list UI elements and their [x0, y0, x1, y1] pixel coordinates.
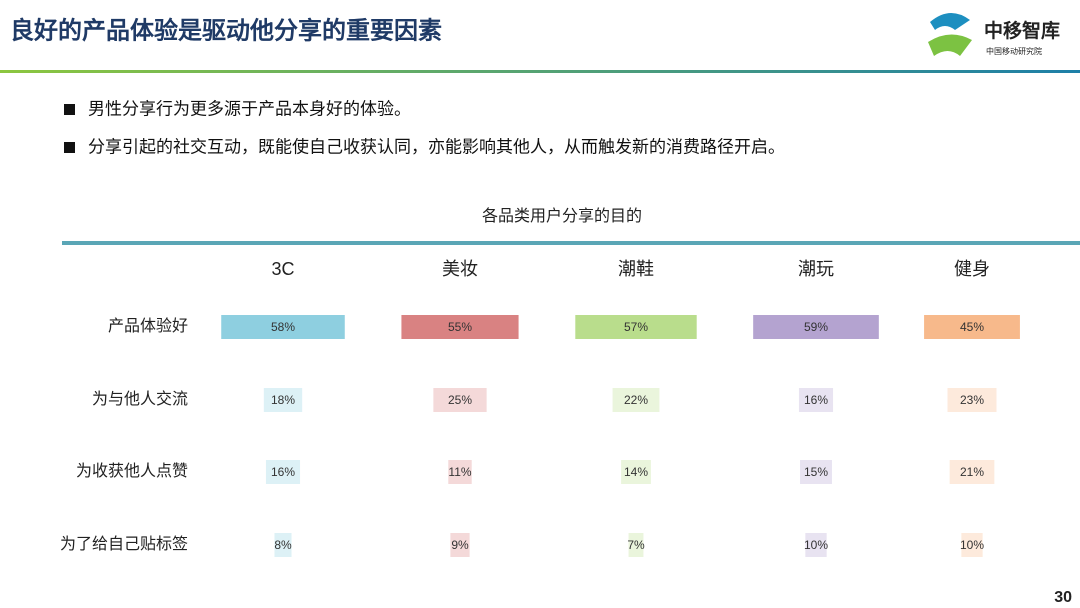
row-label: 为与他人交流 — [92, 390, 188, 408]
logo-icon — [930, 12, 970, 30]
bar — [753, 315, 879, 339]
logo-text: 中移智库 — [984, 19, 1060, 42]
bar — [274, 533, 292, 557]
value-label: 45% — [960, 320, 984, 334]
page-number: 30 — [1054, 589, 1072, 606]
value-label: 10% — [960, 538, 984, 552]
value-label: 10% — [804, 538, 828, 552]
bar — [265, 460, 301, 484]
column-header: 潮鞋 — [618, 259, 654, 279]
value-label: 58% — [271, 320, 295, 334]
value-label: 55% — [448, 320, 472, 334]
bar — [949, 460, 995, 484]
bar — [433, 388, 487, 412]
bar — [800, 460, 832, 484]
value-label: 14% — [624, 465, 648, 479]
value-label: 16% — [804, 393, 828, 407]
bar — [221, 315, 345, 339]
value-label: 7% — [627, 538, 645, 552]
bar — [401, 315, 519, 339]
value-label: 22% — [624, 393, 648, 407]
bar — [924, 315, 1020, 339]
value-label: 25% — [448, 393, 472, 407]
value-label: 23% — [960, 393, 984, 407]
bar — [450, 533, 470, 557]
row-label: 产品体验好 — [108, 317, 188, 335]
row-label: 为了给自己贴标签 — [60, 535, 188, 553]
column-header: 健身 — [954, 259, 990, 279]
bar — [961, 533, 983, 557]
value-label: 21% — [960, 465, 984, 479]
bar — [263, 388, 303, 412]
value-label: 8% — [274, 538, 292, 552]
bullet-square — [64, 142, 75, 153]
chart-line — [62, 241, 1080, 245]
bar — [628, 533, 644, 557]
column-header: 潮玩 — [798, 259, 834, 279]
bar — [805, 533, 827, 557]
row-label: 为收获他人点赞 — [76, 462, 188, 480]
value-label: 11% — [448, 465, 471, 479]
logo-icon — [928, 34, 972, 56]
value-label: 9% — [451, 538, 469, 552]
value-label: 18% — [271, 393, 295, 407]
bar — [621, 460, 651, 484]
bullet-text: 男性分享行为更多源于产品本身好的体验。 — [88, 99, 411, 118]
header-line — [0, 70, 1080, 73]
column-header: 美妆 — [442, 259, 478, 279]
bar — [448, 460, 472, 484]
bar — [798, 388, 834, 412]
value-label: 59% — [804, 320, 828, 334]
column-header: 3C — [271, 259, 294, 279]
slide-title: 良好的产品体验是驱动他分享的重要因素 — [10, 16, 442, 44]
value-label: 57% — [624, 320, 648, 334]
logo-subtext: 中国移动研究院 — [986, 46, 1042, 56]
chart-title: 各品类用户分享的目的 — [482, 207, 642, 225]
bar — [575, 315, 697, 339]
bullet-square — [64, 104, 75, 115]
bar — [947, 388, 997, 412]
bar — [612, 388, 660, 412]
value-label: 16% — [271, 465, 295, 479]
value-label: 15% — [804, 465, 828, 479]
bullet-text: 分享引起的社交互动，既能使自己收获认同，亦能影响其他人，从而触发新的消费路径开启… — [88, 136, 785, 156]
